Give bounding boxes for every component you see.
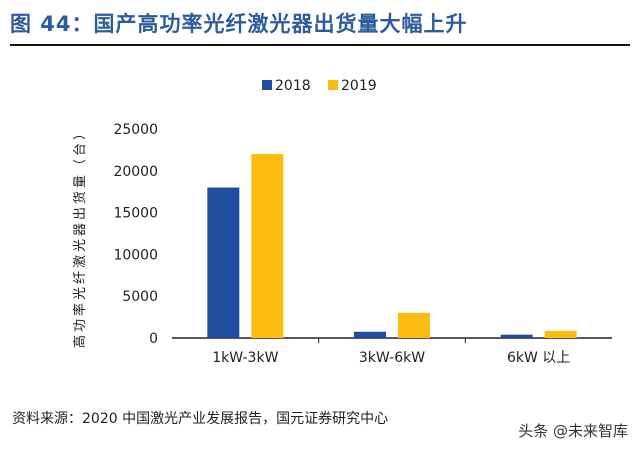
bar-2018	[354, 331, 386, 338]
y-tick-label: 15000	[113, 206, 158, 222]
y-axis-label: 高功率光纤激光器出货量（台）	[72, 124, 88, 348]
source-note: 资料来源：2020 中国激光产业发展报告，国元证券研究中心	[12, 411, 389, 427]
bar-2019	[544, 330, 577, 338]
y-tick-label: 10000	[113, 247, 158, 263]
legend-label: 2018	[275, 78, 311, 94]
figure-title: 图 44：国产高功率光纤激光器出货量大幅上升	[10, 12, 468, 36]
bar-2018	[207, 187, 240, 338]
bar-2019	[398, 312, 430, 338]
y-tick-label: 0	[149, 331, 158, 347]
bar-2018	[500, 334, 533, 338]
x-tick-label: 1kW-3kW	[212, 350, 278, 366]
x-tick-label: 6kW 以上	[507, 350, 570, 366]
bar-2019	[251, 154, 284, 338]
title-divider	[10, 44, 630, 46]
x-tick-label: 3kW-6kW	[359, 350, 425, 366]
legend-label: 2019	[341, 78, 377, 94]
legend-swatch-2019	[328, 80, 338, 90]
y-tick-label: 25000	[113, 122, 158, 138]
watermark: 头条 @未来智库	[518, 422, 628, 440]
y-tick-label: 20000	[113, 164, 158, 180]
y-tick-label: 5000	[122, 289, 158, 305]
legend-swatch-2018	[262, 80, 272, 90]
